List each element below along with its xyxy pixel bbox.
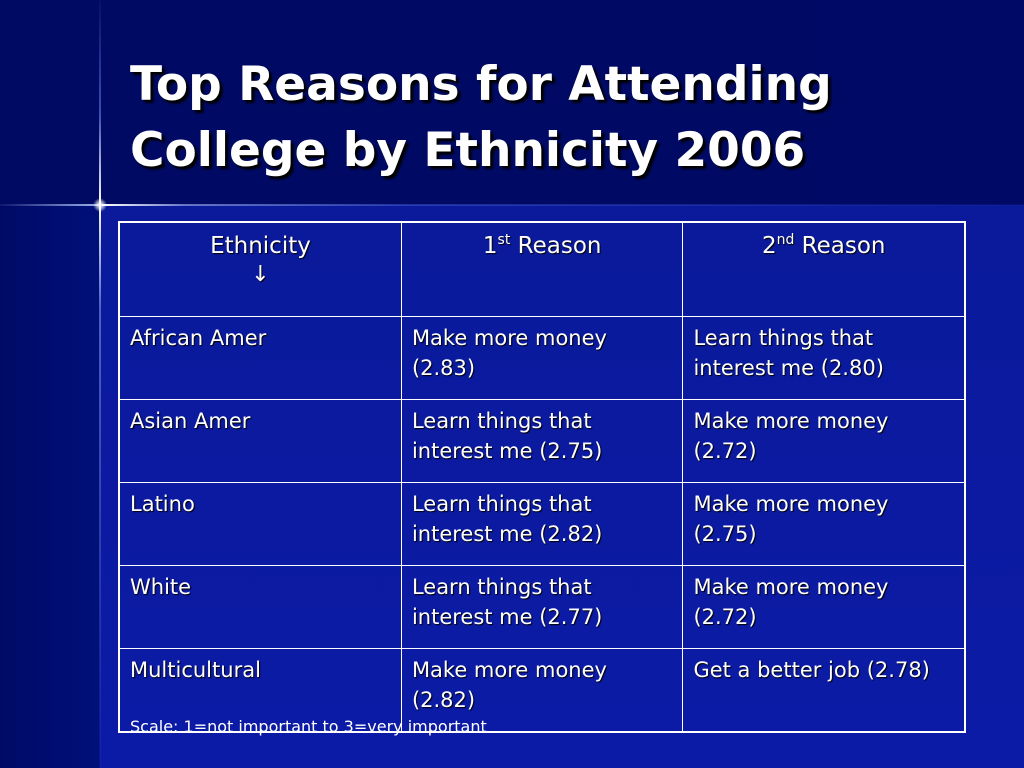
sparkle-decoration <box>93 198 107 212</box>
scale-footnote: Scale: 1=not important to 3=very importa… <box>130 717 487 736</box>
cell-second-reason: Make more money (2.75) <box>682 482 966 566</box>
table-row: Asian Amer Learn things that interest me… <box>118 399 966 483</box>
header-second-reason-sup: nd <box>776 232 795 248</box>
header-ethnicity-label: Ethnicity <box>210 233 311 259</box>
cell-ethnicity: Latino <box>118 482 402 566</box>
table-header-row: Ethnicity ↓ 1st Reason 2nd Reason <box>118 221 966 317</box>
cell-ethnicity: Asian Amer <box>118 399 402 483</box>
header-second-reason: 2nd Reason <box>682 221 966 317</box>
down-arrow-icon: ↓ <box>251 262 270 287</box>
header-ethnicity: Ethnicity ↓ <box>118 221 402 317</box>
cell-first-reason: Learn things that interest me (2.82) <box>400 482 684 566</box>
cell-ethnicity: White <box>118 565 402 649</box>
cell-second-reason: Learn things that interest me (2.80) <box>682 316 966 400</box>
header-first-reason-sup: st <box>497 232 511 248</box>
header-second-reason-label: Reason <box>794 233 886 259</box>
slide-title: Top Reasons for Attending College by Eth… <box>130 57 832 178</box>
header-background <box>0 0 1024 205</box>
table-row: Latino Learn things that interest me (2.… <box>118 482 966 566</box>
table-row: Multicultural Make more money (2.82) Get… <box>118 648 966 733</box>
cell-ethnicity: Multicultural <box>118 648 402 733</box>
header-first-reason: 1st Reason <box>400 221 684 317</box>
cell-first-reason: Make more money (2.83) <box>400 316 684 400</box>
header-first-reason-num: 1 <box>482 233 498 259</box>
table-row: White Learn things that interest me (2.7… <box>118 565 966 649</box>
cell-first-reason: Learn things that interest me (2.77) <box>400 565 684 649</box>
cell-second-reason: Make more money (2.72) <box>682 565 966 649</box>
header-second-reason-num: 2 <box>761 233 777 259</box>
left-band-background <box>0 205 100 768</box>
table-row: African Amer Make more money (2.83) Lear… <box>118 316 966 400</box>
cell-first-reason: Learn things that interest me (2.75) <box>400 399 684 483</box>
cell-second-reason: Make more money (2.72) <box>682 399 966 483</box>
cell-second-reason: Get a better job (2.78) <box>682 648 966 733</box>
header-first-reason-label: Reason <box>510 233 602 259</box>
reasons-table: Ethnicity ↓ 1st Reason 2nd Reason Africa… <box>118 221 966 733</box>
cell-ethnicity: African Amer <box>118 316 402 400</box>
vertical-light-line <box>99 0 101 768</box>
horizontal-light-line <box>0 204 1024 206</box>
